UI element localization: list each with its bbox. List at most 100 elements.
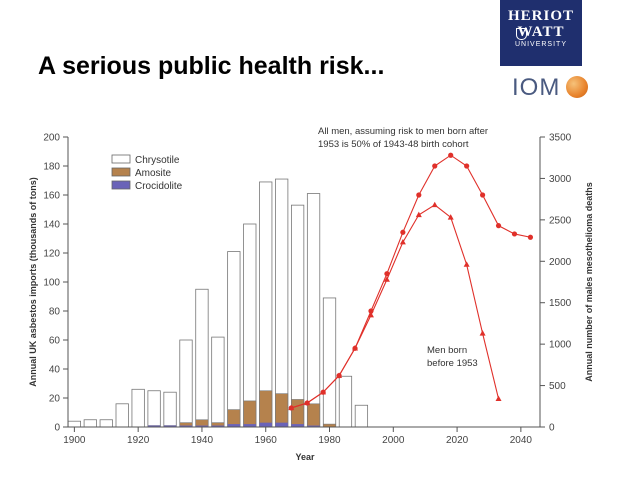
annotation-born-before-line1: Men born: [427, 345, 467, 356]
bar-chrysotile-1900: [67, 420, 81, 428]
point-born-before-2013: [431, 201, 438, 208]
point-all-men-2013: [432, 163, 438, 169]
bar-chrysotile-1980: [322, 297, 337, 428]
y-left-tick-label: 0: [54, 423, 60, 434]
bar-chrysotile-1910: [99, 419, 113, 428]
bar-crocidolite-1965: [275, 422, 288, 427]
bar-crocidolite-1950: [227, 424, 241, 427]
point-all-men-2038: [511, 231, 518, 237]
bar-chrysotile-1970: [291, 204, 305, 428]
bar-amosite-1960: [259, 390, 273, 428]
bar-amosite-1970: [291, 399, 305, 428]
point-born-before-1988: [352, 345, 359, 351]
legend-label-crocidolite: Crocidolite: [135, 181, 183, 192]
y-right-tick-label: 2500: [549, 215, 572, 226]
annotation-born-before-line2: before 1953: [427, 358, 478, 369]
bar-crocidolite-1945: [211, 425, 225, 427]
point-born-before-2028: [479, 330, 486, 336]
x-tick-label: 2000: [382, 435, 405, 446]
x-tick-label: 1900: [63, 435, 86, 446]
bar-chrysotile-1920: [131, 388, 145, 428]
bar-chrysotile-1925: [147, 390, 161, 428]
y-right-tick-label: 0: [549, 423, 555, 434]
crest-icon: [516, 28, 527, 40]
y-right-tick-label: 500: [549, 381, 566, 392]
annotation-all-men-line2: 1953 is 50% of 1943-48 birth cohort: [318, 139, 469, 150]
point-all-men-2023: [464, 163, 470, 169]
lines-layer: [288, 152, 534, 411]
y-left-tick-label: 40: [49, 365, 61, 376]
bar-chrysotile-1985: [338, 375, 353, 428]
y-left-tick-label: 60: [49, 336, 61, 347]
y-left-tick-label: 160: [43, 191, 60, 202]
x-tick-label: 2040: [510, 435, 533, 446]
x-tick-label: 1960: [255, 435, 278, 446]
y-right-tick-label: 3500: [549, 133, 572, 144]
bar-crocidolite-1935: [179, 425, 193, 427]
bar-chrysotile-1975: [306, 193, 321, 428]
x-axis-label: Year: [295, 452, 315, 462]
iom-globe-icon: [566, 76, 588, 98]
point-born-before-1968: [288, 404, 295, 411]
point-born-before-2018: [447, 214, 454, 220]
series-line-1: [291, 204, 500, 409]
bar-crocidolite-1975: [307, 425, 320, 427]
point-born-before-1998: [383, 276, 390, 282]
y-left-tick-label: 140: [43, 220, 60, 231]
legend-swatch-crocidolite: [111, 180, 131, 190]
bar-chrysotile-1960: [259, 181, 273, 428]
legend-label-amosite: Amosite: [135, 168, 172, 179]
point-born-before-2023: [463, 261, 470, 267]
legend-label-chrysotile: Chrysotile: [135, 155, 180, 166]
y-right-tick-label: 1000: [549, 340, 572, 351]
bar-crocidolite-1955: [243, 424, 257, 427]
bar-chrysotile-1965: [275, 178, 289, 428]
bar-chrysotile-1935: [179, 339, 193, 428]
y-left-tick-label: 20: [49, 394, 61, 405]
point-born-before-1993: [367, 311, 374, 318]
y-right-tick-label: 3000: [549, 174, 572, 185]
x-tick-label: 1940: [191, 435, 214, 446]
point-all-men-2018: [448, 152, 454, 158]
bar-amosite-1975: [307, 403, 321, 428]
logo-line-1: HERIOT: [507, 8, 574, 24]
bar-amosite-1955: [243, 400, 257, 428]
x-tick-label: 1980: [318, 435, 341, 446]
y-left-tick-label: 120: [43, 249, 60, 260]
point-born-before-2033: [495, 395, 502, 402]
bar-chrysotile-1940: [195, 288, 209, 428]
point-born-before-1978: [320, 389, 327, 395]
bar-chrysotile-1930: [163, 391, 177, 428]
point-all-men-2008: [416, 192, 422, 198]
point-born-before-2008: [415, 211, 422, 218]
bar-amosite-1965: [275, 393, 289, 428]
bar-chrysotile-1915: [115, 403, 129, 428]
y-left-tick-label: 180: [43, 162, 60, 173]
annotation-all-men-line1: All men, assuming risk to men born after: [318, 126, 488, 137]
iom-logo-text: IOM: [512, 74, 561, 101]
bar-chrysotile-1905: [83, 419, 97, 428]
bar-crocidolite-1930: [163, 425, 177, 427]
axes-layer: 0204060801001201401601802000500100015002…: [43, 133, 571, 447]
logo-line-3: UNIVERSITY: [514, 41, 567, 48]
bar-crocidolite-1925: [147, 425, 161, 427]
bar-chrysotile-1950: [227, 251, 241, 428]
legend-swatch-amosite: [111, 167, 131, 177]
bars-layer: [67, 178, 369, 428]
x-tick-label: 1920: [127, 435, 150, 446]
bar-crocidolite-1940: [195, 425, 209, 427]
point-all-men-2043: [527, 234, 534, 240]
bar-crocidolite-1960: [259, 422, 272, 427]
point-all-men-2028: [479, 192, 486, 198]
y-left-tick-label: 100: [43, 278, 60, 289]
slide-title: A serious public health risk...: [38, 52, 385, 80]
point-born-before-1983: [336, 372, 343, 378]
bar-crocidolite-1970: [291, 424, 304, 427]
logo-line-2: WATT: [517, 24, 565, 40]
y-right-tick-label: 2000: [549, 257, 572, 268]
chart-legend: Chrysotile Amosite Crocidolite: [111, 154, 183, 192]
legend-swatch-chrysotile: [111, 154, 131, 164]
heriot-watt-logo: HERIOT WATT UNIVERSITY: [500, 0, 582, 66]
y-left-tick-label: 200: [43, 133, 60, 144]
